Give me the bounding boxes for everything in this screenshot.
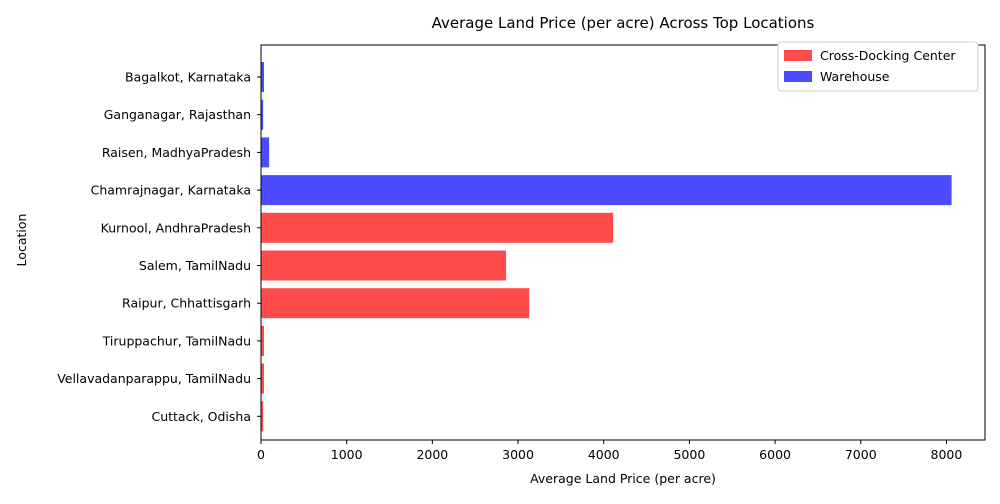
x-tick-label: 8000 [931, 447, 963, 462]
bar-5 [261, 250, 507, 281]
legend: Cross-Docking Center Warehouse [777, 41, 979, 92]
y-tick-label: Tiruppachur, TamilNadu [102, 333, 251, 348]
x-tick-label: 7000 [845, 447, 877, 462]
x-tick-label: 2000 [416, 447, 448, 462]
y-tick-label: Ganganagar, Rajasthan [104, 107, 251, 122]
x-tick-label: 6000 [759, 447, 791, 462]
bars-layer [261, 62, 952, 432]
y-tick-label: Chamrajnagar, Karnataka [91, 183, 251, 198]
x-tick-label: 1000 [331, 447, 363, 462]
y-ticks: Bagalkot, Karnataka Ganganagar, Rajasthan… [57, 70, 261, 424]
plot-frame [260, 44, 986, 441]
bar-4 [261, 212, 614, 243]
y-tick-label: Vellavadanparappu, TamilNadu [57, 371, 251, 386]
bar-6 [261, 288, 530, 319]
axes-layer [260, 44, 986, 441]
x-tick-label: 3000 [502, 447, 534, 462]
bar-1 [261, 99, 264, 130]
y-tick-label: Raisen, MadhyaPradesh [102, 145, 251, 160]
legend-swatch [784, 71, 812, 82]
x-tick-label: 5000 [673, 447, 705, 462]
legend-label: Warehouse [820, 69, 890, 84]
legend-box [777, 41, 979, 92]
y-tick-label: Kurnool, AndhraPradesh [101, 220, 251, 235]
bar-3 [261, 175, 952, 206]
y-tick-label: Cuttack, Odisha [151, 409, 251, 424]
bar-9 [261, 401, 264, 432]
x-axis-title: Average Land Price (per acre) [530, 471, 716, 486]
y-tick-label: Salem, TamilNadu [139, 258, 251, 273]
y-tick-label: Raipur, Chhattisgarh [122, 296, 251, 311]
bar-7 [261, 325, 264, 356]
bar-2 [261, 137, 270, 168]
bar-8 [261, 363, 264, 394]
chart-title: Average Land Price (per acre) Across Top… [432, 14, 815, 32]
x-ticks: 0 1000 2000 3000 4000 5000 6000 7000 8000 [257, 440, 962, 462]
bar-0 [261, 62, 264, 92]
legend-label: Cross-Docking Center [820, 48, 956, 63]
y-axis-title: Location [14, 214, 29, 267]
x-tick-label: 0 [257, 447, 265, 462]
x-tick-label: 4000 [588, 447, 620, 462]
y-tick-label: Bagalkot, Karnataka [125, 70, 251, 85]
legend-swatch [784, 50, 812, 61]
